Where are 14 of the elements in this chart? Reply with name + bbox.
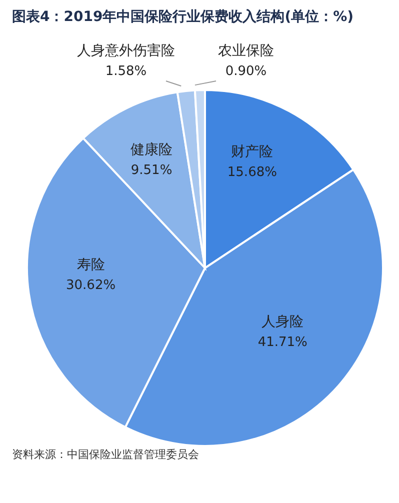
data-label: 0.90% bbox=[225, 64, 267, 79]
slice-label: 寿险 bbox=[76, 256, 105, 273]
text: 资料来源：中国保险业监督管理委员会 bbox=[11, 447, 200, 462]
data-label: 15.68% bbox=[227, 164, 277, 180]
data-label: 41.71% bbox=[258, 335, 308, 350]
chart-title: 图表4：2019年中国保险行业保费收入结构(单位：%) bbox=[11, 8, 355, 27]
data-label: 9.51% bbox=[130, 162, 172, 178]
slice-label: 人身意外伤害险 bbox=[77, 43, 175, 59]
slice-label: 健康险 bbox=[130, 142, 173, 158]
data-label: 1.58% bbox=[105, 64, 147, 79]
slice-label: 财产险 bbox=[231, 144, 274, 160]
data-label: 30.62% bbox=[66, 278, 116, 293]
slice-label: 人身险 bbox=[262, 314, 304, 330]
slice-label: 农业保险 bbox=[218, 43, 274, 59]
